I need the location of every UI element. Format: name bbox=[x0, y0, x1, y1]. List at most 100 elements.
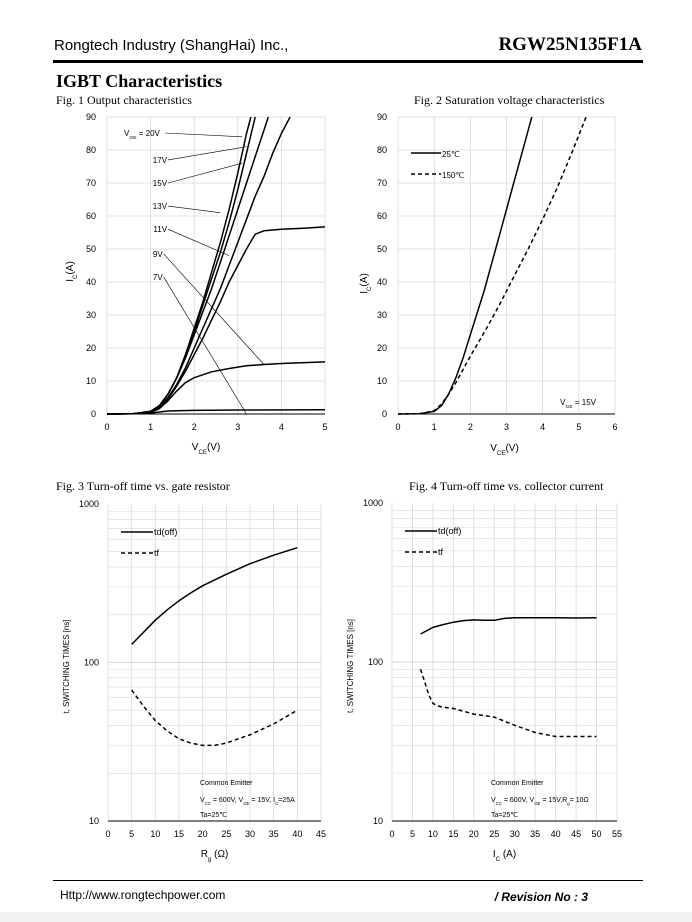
fig3-ytick-label: 10 bbox=[89, 816, 99, 826]
fig1-vge-annotation: VGE = 20V bbox=[124, 129, 161, 141]
fig1-series-13v bbox=[106, 116, 291, 415]
header-rule bbox=[53, 60, 643, 63]
fig4-legend-label-tf: tf bbox=[438, 547, 444, 557]
fig1-ytick-label: 30 bbox=[86, 310, 96, 320]
fig4-xtick-label: 55 bbox=[612, 829, 622, 839]
fig2-xtick-label: 6 bbox=[612, 422, 617, 432]
fig3-ytick-label: 1000 bbox=[79, 499, 99, 509]
fig2-series-150 bbox=[397, 116, 587, 415]
fig2-xtick-label: 1 bbox=[432, 422, 437, 432]
fig4-y-axis-label: t, SWITCHING TIMES [ns] bbox=[346, 619, 355, 713]
fig2-ytick-label: 0 bbox=[382, 409, 387, 419]
fig1-title: Fig. 1 Output characteristics bbox=[56, 93, 192, 107]
fig1-label-13v: 13V bbox=[153, 202, 168, 211]
fig1-xtick-label: 5 bbox=[322, 422, 327, 432]
fig1-xtick-label: 4 bbox=[279, 422, 284, 432]
fig4-xtick-label: 30 bbox=[510, 829, 520, 839]
fig2-title: Fig. 2 Saturation voltage characteristic… bbox=[414, 93, 605, 107]
fig2-xtick-label: 3 bbox=[504, 422, 509, 432]
fig4-xtick-label: 40 bbox=[551, 829, 561, 839]
fig1-xtick-label: 0 bbox=[104, 422, 109, 432]
fig3-legend-label-tdoff: td(off) bbox=[154, 527, 177, 537]
fig4-xtick-label: 10 bbox=[428, 829, 438, 839]
fig2-ytick-label: 50 bbox=[377, 244, 387, 254]
fig4-xtick-label: 20 bbox=[469, 829, 479, 839]
fig4-x-axis-label: IC (A) bbox=[493, 849, 516, 863]
fig3-xtick-label: 25 bbox=[221, 829, 231, 839]
fig1-x-axis-label: VCE(V) bbox=[192, 442, 221, 456]
fig4-series-td-off bbox=[420, 616, 597, 635]
fig1-xtick-label: 2 bbox=[192, 422, 197, 432]
fig2-xtick-label: 0 bbox=[395, 422, 400, 432]
fig3-xtick-label: 45 bbox=[316, 829, 326, 839]
fig4-axes: 0 5 10 15 20 25 30 35 40 45 50 55 10 100 1000 bbox=[363, 498, 622, 839]
fig1-callout-9v bbox=[163, 253, 265, 365]
fig1-xtick-label: 3 bbox=[235, 422, 240, 432]
fig1-callout-20v bbox=[164, 132, 243, 138]
fig1-ytick-label: 60 bbox=[86, 211, 96, 221]
footer-url[interactable]: Http://www.rongtechpower.com bbox=[60, 888, 226, 902]
fig1-label-9v: 9V bbox=[153, 250, 163, 259]
fig1-ytick-label: 20 bbox=[86, 343, 96, 353]
fig4-xtick-label: 45 bbox=[571, 829, 581, 839]
fig3-condition-line1: Common Emitter bbox=[200, 780, 253, 787]
fig4-legend: td(off) tf bbox=[405, 526, 461, 557]
fig1-ytick-label: 0 bbox=[91, 409, 96, 419]
fig3-ytick-label: 100 bbox=[84, 658, 99, 668]
fig3-axes: 0 5 10 15 20 25 30 35 40 45 10 100 1000 bbox=[79, 499, 326, 839]
fig1-series-9v bbox=[106, 361, 326, 415]
fig3-xtick-label: 5 bbox=[129, 829, 134, 839]
fig1-ytick-label: 40 bbox=[86, 277, 96, 287]
fig2-x-axis-label: VCE(V) bbox=[490, 443, 519, 457]
fig2-ytick-label: 90 bbox=[377, 112, 387, 122]
fig4-ytick-label: 1000 bbox=[363, 498, 383, 508]
fig1-callout-13v bbox=[168, 205, 221, 213]
fig4-condition-line1: Common Emitter bbox=[491, 780, 544, 787]
fig3-legend-label-tf: tf bbox=[154, 548, 160, 558]
fig4-xtick-label: 35 bbox=[530, 829, 540, 839]
fig1-label-15v: 15V bbox=[153, 179, 168, 188]
fig1-ytick-label: 10 bbox=[86, 376, 96, 386]
fig2-ytick-label: 30 bbox=[377, 310, 387, 320]
fig2-legend-label-150c: 150℃ bbox=[442, 171, 464, 180]
fig1-ytick-label: 80 bbox=[86, 145, 96, 155]
part-number: RGW25N135F1A bbox=[498, 34, 642, 55]
revision-label: / Revision No : 3 bbox=[494, 890, 588, 904]
fig2-xtick-label: 4 bbox=[540, 422, 545, 432]
fig3-xtick-label: 10 bbox=[150, 829, 160, 839]
fig3-series-tf bbox=[131, 689, 298, 747]
fig1-callout-7v bbox=[163, 276, 247, 415]
fig3-legend: td(off) tf bbox=[121, 527, 177, 558]
fig2-series-25 bbox=[397, 116, 533, 415]
fig4-xtick-label: 25 bbox=[489, 829, 499, 839]
fig4-xtick-label: 0 bbox=[389, 829, 394, 839]
fig2-ytick-label: 10 bbox=[377, 376, 387, 386]
fig1-xtick-label: 1 bbox=[148, 422, 153, 432]
fig3-xtick-label: 15 bbox=[174, 829, 184, 839]
fig2-ytick-label: 70 bbox=[377, 178, 387, 188]
fig2-ytick-label: 20 bbox=[377, 343, 387, 353]
fig4-condition-line3: Ta=25℃ bbox=[491, 812, 518, 819]
fig1-ytick-label: 90 bbox=[86, 112, 96, 122]
fig2-y-axis-label: IC(A) bbox=[359, 273, 373, 294]
fig3-xtick-label: 30 bbox=[245, 829, 255, 839]
fig4-title: Fig. 4 Turn-off time vs. collector curre… bbox=[409, 479, 604, 493]
fig4-condition-line2: VCC = 600V, VGE = 15V,Rg= 10Ω bbox=[491, 797, 589, 806]
fig3-xtick-label: 35 bbox=[269, 829, 279, 839]
fig3-xtick-label: 0 bbox=[105, 829, 110, 839]
fig1-callout-17v bbox=[167, 146, 247, 161]
fig3-x-axis-label: Rg (Ω) bbox=[201, 849, 229, 863]
fig2-ytick-label: 60 bbox=[377, 211, 387, 221]
fig1-label-7v: 7V bbox=[153, 273, 163, 282]
fig3-title: Fig. 3 Turn-off time vs. gate resistor bbox=[56, 479, 230, 493]
fig4-xtick-label: 50 bbox=[592, 829, 602, 839]
fig4-legend-label-tdoff: td(off) bbox=[438, 526, 461, 536]
fig4-ytick-label: 100 bbox=[368, 657, 383, 667]
fig3-xtick-label: 40 bbox=[292, 829, 302, 839]
fig3-condition-line3: Ta=25℃ bbox=[200, 812, 227, 819]
fig1-ytick-label: 50 bbox=[86, 244, 96, 254]
fig1-label-17v: 17V bbox=[153, 156, 168, 165]
fig1-ytick-label: 70 bbox=[86, 178, 96, 188]
